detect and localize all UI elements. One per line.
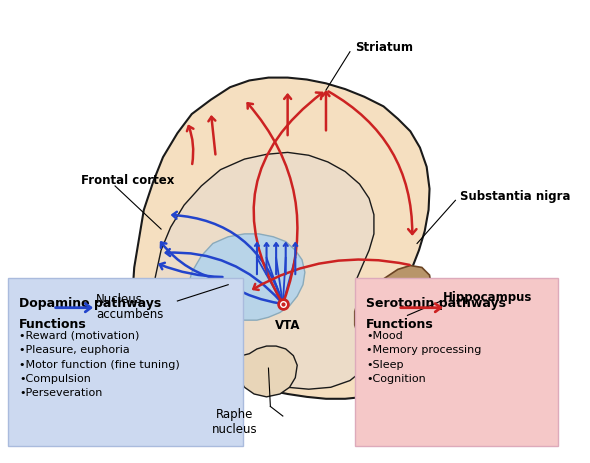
Text: •Reward (motivation): •Reward (motivation)	[19, 330, 140, 340]
Polygon shape	[132, 78, 430, 399]
Text: Functions: Functions	[366, 318, 434, 331]
Text: •Motor function (fine tuning): •Motor function (fine tuning)	[19, 359, 180, 369]
Text: Nucleus
accumbens: Nucleus accumbens	[96, 292, 163, 320]
Polygon shape	[355, 266, 431, 346]
Polygon shape	[152, 153, 374, 389]
Text: •Memory processing: •Memory processing	[366, 344, 481, 354]
Bar	[355, 278, 558, 446]
Text: Substantia nigra: Substantia nigra	[460, 190, 571, 203]
Text: Raphe
nucleus: Raphe nucleus	[212, 407, 258, 435]
Polygon shape	[187, 234, 305, 320]
Text: Dopamine pathways: Dopamine pathways	[19, 297, 162, 310]
Text: •Cognition: •Cognition	[366, 373, 426, 383]
Text: •Sleep: •Sleep	[366, 359, 404, 369]
Text: •Mood: •Mood	[366, 330, 403, 340]
Text: Functions: Functions	[19, 318, 87, 331]
Text: Striatum: Striatum	[355, 41, 413, 54]
Text: •Compulsion: •Compulsion	[19, 373, 91, 383]
Text: •Pleasure, euphoria: •Pleasure, euphoria	[19, 344, 130, 354]
Text: Frontal cortex: Frontal cortex	[81, 173, 175, 186]
Text: Serotonin pathways: Serotonin pathways	[366, 297, 506, 310]
Bar	[8, 278, 242, 446]
Text: VTA: VTA	[275, 319, 300, 332]
Polygon shape	[238, 346, 297, 397]
Text: Hippocampus: Hippocampus	[443, 290, 532, 303]
Text: •Perseveration: •Perseveration	[19, 388, 103, 397]
